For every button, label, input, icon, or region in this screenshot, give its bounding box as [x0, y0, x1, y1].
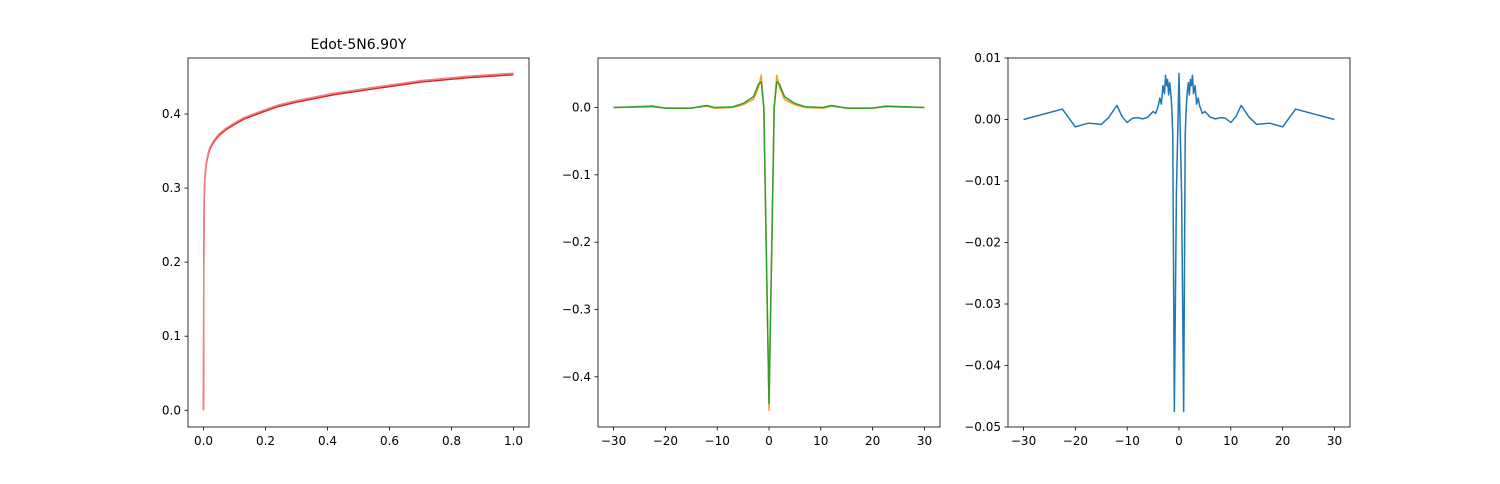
series-line-2 [613, 81, 925, 405]
x-tick-label: 0.0 [194, 434, 213, 448]
plot-area [202, 72, 514, 411]
x-tick-label: 20 [865, 434, 880, 448]
x-tick-label: −10 [1115, 434, 1140, 448]
y-tick-label: −0.1 [562, 168, 591, 182]
y-tick-label: −0.01 [964, 174, 1001, 188]
y-tick-label: 0.0 [572, 100, 591, 114]
chart-panel-3: −30 −20 −10 0 10 20 30 0.01 0.00 −0.01 −0.02 −0.03 −… [964, 51, 1351, 448]
axes-frame [187, 57, 530, 428]
x-tick-label: 0 [1175, 434, 1183, 448]
y-tick-label: 0.3 [162, 181, 181, 195]
x-tick-label: 10 [813, 434, 828, 448]
x-tick-label: −30 [601, 434, 626, 448]
y-tick-label: −0.2 [562, 235, 591, 249]
x-tick-label: 30 [1327, 434, 1342, 448]
x-tick-label: 0.2 [256, 434, 275, 448]
y-tick-label: −0.4 [562, 370, 591, 384]
y-tick-label: −0.04 [964, 359, 1001, 373]
y-tick-label: 0.4 [162, 107, 181, 121]
y-tick-label: 0.0 [162, 403, 181, 417]
x-tick-label: −30 [1011, 434, 1036, 448]
x-tick-label: 0.6 [380, 434, 399, 448]
series-line-1 [1023, 72, 1335, 413]
y-tick-label: 0.1 [162, 329, 181, 343]
plot-area [613, 74, 925, 412]
x-tick-label: −20 [653, 434, 678, 448]
series-line-1 [202, 73, 514, 411]
axes-frame [1007, 57, 1351, 428]
series-line-1 [613, 74, 925, 412]
y-tick-label: 0.2 [162, 255, 181, 269]
y-tick-label: −0.03 [964, 297, 1001, 311]
x-tick-label: 30 [917, 434, 932, 448]
chart-panel-1: 0.0 0.2 0.4 0.6 0.8 1.0 0.0 0.1 0.2 0.3 0.4 Edot-5N… [162, 37, 530, 448]
x-tick-label: 20 [1275, 434, 1290, 448]
x-tick-label: −20 [1063, 434, 1088, 448]
y-tick-label: −0.05 [964, 420, 1001, 434]
x-tick-label: 1.0 [504, 434, 523, 448]
series-line-2 [202, 72, 514, 411]
x-tick-label: 0.8 [442, 434, 461, 448]
chart-panel-2: −30 −20 −10 0 10 20 30 0.0 −0.1 −0.2 −0.3 −0.4 [562, 57, 941, 448]
chart-title: Edot-5N6.90Y [311, 37, 407, 53]
x-tick-label: 10 [1223, 434, 1238, 448]
x-tick-label: 0.4 [318, 434, 337, 448]
x-tick-label: −10 [705, 434, 730, 448]
y-tick-label: 0.00 [974, 113, 1001, 127]
plot-area [1023, 72, 1335, 413]
y-tick-label: −0.3 [562, 302, 591, 316]
y-tick-label: −0.02 [964, 236, 1001, 250]
x-tick-label: 0 [765, 434, 773, 448]
y-tick-label: 0.01 [974, 51, 1001, 65]
